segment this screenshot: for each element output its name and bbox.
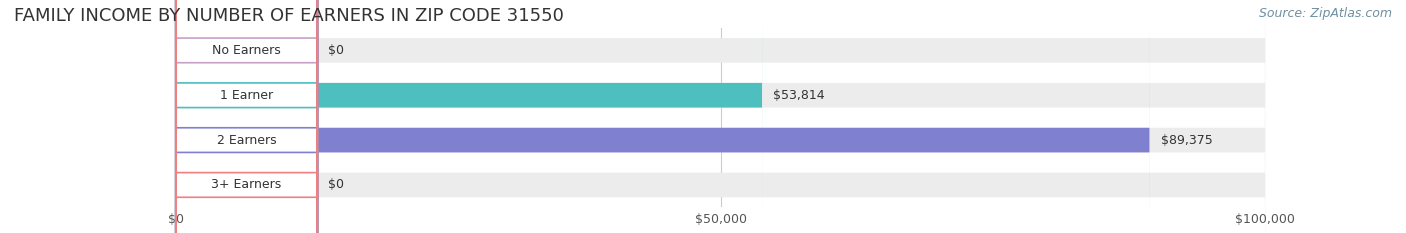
FancyBboxPatch shape: [176, 0, 762, 233]
FancyBboxPatch shape: [176, 0, 318, 233]
FancyBboxPatch shape: [176, 0, 1265, 233]
Text: $0: $0: [329, 44, 344, 57]
Text: 2 Earners: 2 Earners: [217, 134, 277, 147]
Text: No Earners: No Earners: [212, 44, 281, 57]
Text: FAMILY INCOME BY NUMBER OF EARNERS IN ZIP CODE 31550: FAMILY INCOME BY NUMBER OF EARNERS IN ZI…: [14, 7, 564, 25]
Text: $0: $0: [329, 178, 344, 192]
Text: 3+ Earners: 3+ Earners: [211, 178, 281, 192]
FancyBboxPatch shape: [176, 0, 1265, 233]
FancyBboxPatch shape: [176, 0, 1265, 233]
FancyBboxPatch shape: [176, 0, 318, 233]
Text: 1 Earner: 1 Earner: [219, 89, 273, 102]
FancyBboxPatch shape: [176, 0, 1265, 233]
Text: $53,814: $53,814: [773, 89, 825, 102]
Text: $89,375: $89,375: [1160, 134, 1212, 147]
FancyBboxPatch shape: [176, 0, 318, 233]
FancyBboxPatch shape: [176, 0, 1150, 233]
FancyBboxPatch shape: [176, 0, 318, 233]
Text: Source: ZipAtlas.com: Source: ZipAtlas.com: [1258, 7, 1392, 20]
